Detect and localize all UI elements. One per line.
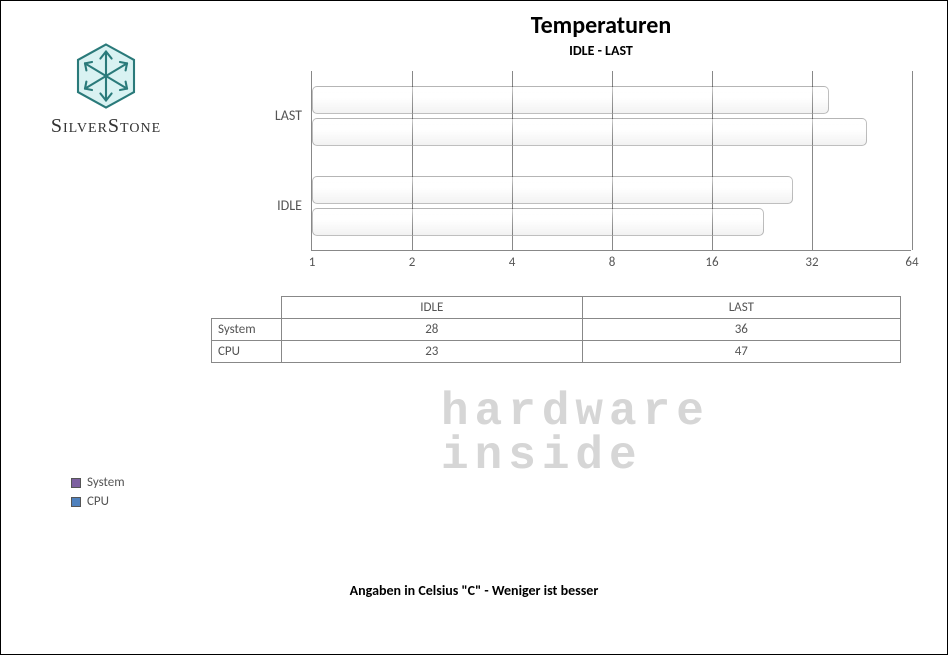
x-tick-label: 2 [409, 255, 416, 270]
x-tick-label: 16 [705, 255, 718, 270]
plot-area: 1248163264LASTIDLE [311, 71, 911, 251]
category-label: IDLE [222, 197, 302, 214]
legend-label: CPU [87, 494, 109, 509]
x-tick-label: 8 [609, 255, 616, 270]
bar-cpu-idle [312, 208, 764, 236]
snowflake-hex-icon [71, 41, 141, 111]
table-row: CPU2347 [212, 341, 901, 363]
bar-cpu-last [312, 118, 867, 146]
brand-name: SilverStone [31, 115, 181, 138]
x-tick-label: 4 [509, 255, 516, 270]
chart-title-block: Temperaturen IDLE - LAST [321, 11, 881, 59]
chart-title: Temperaturen [321, 11, 881, 40]
legend-item: System [71, 475, 125, 490]
table-col-header: LAST [582, 297, 900, 319]
table-row-header: System [212, 319, 282, 341]
table-cell: 28 [282, 319, 583, 341]
table-row-header: CPU [212, 341, 282, 363]
bar-system-last [312, 86, 829, 114]
x-tick-label: 1 [309, 255, 316, 270]
category-label: LAST [222, 107, 302, 124]
brand-logo: SilverStone [31, 41, 181, 138]
chart-plot: 1248163264LASTIDLE [211, 71, 911, 271]
legend-label: System [87, 475, 125, 490]
chart-subtitle: IDLE - LAST [321, 42, 881, 59]
data-table: IDLELASTSystem2836CPU2347 [211, 296, 901, 363]
table-cell: 36 [582, 319, 900, 341]
x-tick-label: 64 [905, 255, 918, 270]
legend-item: CPU [71, 494, 125, 509]
table-row: System2836 [212, 319, 901, 341]
footer-note: Angaben in Celsius "C" - Weniger ist bes… [1, 582, 947, 599]
bar-system-idle [312, 176, 793, 204]
table-col-header: IDLE [282, 297, 583, 319]
table-cell: 47 [582, 341, 900, 363]
watermark: hardware inside [441, 391, 710, 478]
legend-swatch [71, 497, 81, 507]
x-tick-label: 32 [805, 255, 818, 270]
grid-line [912, 71, 913, 250]
chart-frame: SilverStone Temperaturen IDLE - LAST 124… [0, 0, 948, 655]
legend: System CPU [71, 471, 125, 513]
legend-swatch [71, 478, 81, 488]
table-cell: 23 [282, 341, 583, 363]
